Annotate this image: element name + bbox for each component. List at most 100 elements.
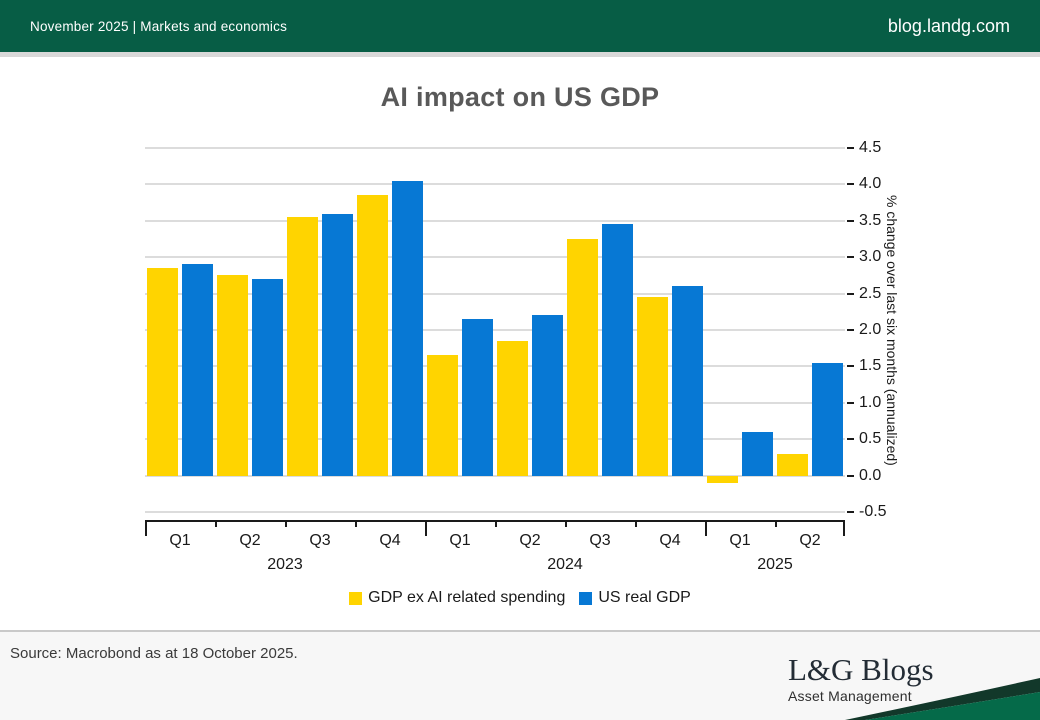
y-tick-label-2.5: 2.5 bbox=[859, 284, 882, 302]
header-bar: November 2025 | Markets and economics bl… bbox=[0, 0, 1040, 52]
bar-yellow-3 bbox=[287, 217, 318, 476]
y-tick-0.5 bbox=[847, 438, 854, 441]
source-note: Source: Macrobond as at 18 October 2025. bbox=[10, 645, 298, 662]
y-tick-4.0 bbox=[847, 183, 854, 186]
gridline-2.0 bbox=[145, 329, 845, 331]
legend-swatch-blue bbox=[579, 591, 593, 605]
y-tick-label-3.5: 3.5 bbox=[859, 211, 882, 229]
gridline-0.0 bbox=[145, 474, 845, 477]
chart-title: AI impact on US GDP bbox=[380, 82, 660, 112]
y-tick-label-2.0: 2.0 bbox=[859, 321, 882, 338]
y-tick--0.5 bbox=[847, 511, 854, 513]
bar-blue-7 bbox=[602, 224, 633, 476]
bar-blue-8 bbox=[672, 286, 703, 476]
plot-area bbox=[145, 147, 845, 513]
bar-blue-10 bbox=[812, 362, 843, 476]
gridline-1.0 bbox=[145, 401, 845, 404]
bar-blue-2 bbox=[252, 279, 283, 476]
bar-blue-4 bbox=[392, 180, 423, 476]
quarter-label-10: Q2 bbox=[799, 532, 821, 549]
gridline-1.5 bbox=[145, 365, 845, 368]
y-tick-label-4.5: 4.5 bbox=[859, 139, 882, 156]
year-label-2025: 2025 bbox=[757, 556, 793, 573]
y-tick-label-0.5: 0.5 bbox=[859, 430, 882, 448]
quarter-label-2: Q2 bbox=[239, 532, 261, 549]
footer: Source: Macrobond as at 18 October 2025.… bbox=[0, 630, 1040, 720]
y-tick-label--0.5: -0.5 bbox=[859, 503, 887, 520]
x-tick-5 bbox=[495, 522, 497, 527]
gridline-3.5 bbox=[145, 219, 845, 222]
gridline-3.0 bbox=[145, 256, 845, 259]
bar-yellow-5 bbox=[427, 355, 458, 476]
x-tick-9 bbox=[775, 522, 777, 527]
x-axis-line bbox=[145, 520, 845, 522]
quarter-label-6: Q2 bbox=[519, 532, 541, 549]
bar-yellow-8 bbox=[637, 297, 668, 476]
gridline-0.5 bbox=[145, 438, 845, 441]
quarter-label-3: Q3 bbox=[309, 532, 331, 549]
year-label-2024: 2024 bbox=[547, 556, 583, 573]
gridline--0.5 bbox=[145, 511, 845, 513]
quarter-label-9: Q1 bbox=[729, 532, 751, 549]
x-tick-4 bbox=[425, 522, 427, 536]
bar-blue-6 bbox=[532, 315, 563, 476]
x-tick-7 bbox=[635, 522, 637, 527]
logo-subtitle: Asset Management bbox=[788, 688, 912, 704]
bar-blue-5 bbox=[462, 319, 493, 476]
logo-title: L&G Blogs bbox=[788, 652, 934, 687]
gridline-4.5 bbox=[145, 147, 845, 149]
y-tick-3.5 bbox=[847, 219, 854, 222]
y-tick-0.0 bbox=[847, 474, 854, 477]
bar-yellow-7 bbox=[567, 239, 598, 476]
y-tick-label-0.0: 0.0 bbox=[859, 466, 882, 484]
x-tick-6 bbox=[565, 522, 567, 527]
quarter-label-7: Q3 bbox=[589, 532, 611, 549]
y-tick-1.5 bbox=[847, 365, 854, 368]
brand-logo: L&G Blogs Asset Management bbox=[788, 654, 968, 704]
bar-yellow-1 bbox=[147, 268, 178, 476]
quarter-label-8: Q4 bbox=[659, 532, 681, 549]
legend-label-us-real-gdp: US real GDP bbox=[598, 589, 691, 606]
y-tick-3.0 bbox=[847, 256, 854, 259]
legend: GDP ex AI related spending US real GDP bbox=[0, 589, 1040, 607]
corner-swoosh-graphic bbox=[845, 678, 1040, 720]
y-tick-label-4.0: 4.0 bbox=[859, 175, 882, 193]
bar-yellow-9 bbox=[707, 475, 738, 483]
y-tick-label-1.5: 1.5 bbox=[859, 357, 882, 375]
x-tick-0 bbox=[145, 522, 147, 536]
legend-item-gdp-ex-ai: GDP ex AI related spending bbox=[349, 589, 565, 607]
x-tick-8 bbox=[705, 522, 707, 536]
bar-blue-1 bbox=[182, 264, 213, 476]
quarter-label-4: Q4 bbox=[379, 532, 401, 549]
x-tick-1 bbox=[215, 522, 217, 527]
bar-blue-3 bbox=[322, 213, 353, 476]
x-tick-10 bbox=[843, 522, 845, 536]
quarter-label-1: Q1 bbox=[169, 532, 191, 549]
y-tick-label-3.0: 3.0 bbox=[859, 248, 882, 266]
year-label-2023: 2023 bbox=[267, 556, 303, 573]
bar-yellow-10 bbox=[777, 453, 808, 476]
gridline-4.0 bbox=[145, 183, 845, 186]
x-tick-2 bbox=[285, 522, 287, 527]
bar-yellow-6 bbox=[497, 340, 528, 476]
y-tick-4.5 bbox=[847, 147, 854, 149]
legend-item-us-real-gdp: US real GDP bbox=[579, 589, 691, 607]
y-tick-2.0 bbox=[847, 329, 854, 331]
gridline-2.5 bbox=[145, 292, 845, 295]
bar-blue-9 bbox=[742, 431, 773, 476]
legend-label-gdp-ex-ai: GDP ex AI related spending bbox=[368, 589, 566, 606]
header-edition-label: November 2025 | Markets and economics bbox=[30, 18, 288, 34]
y-axis: 4.5 4.0 3.5 3.0 2.5 2.0 1.5 1.0 0.5 0.0 -0.5 bbox=[845, 139, 905, 520]
bar-yellow-4 bbox=[357, 195, 388, 476]
bar-yellow-2 bbox=[217, 275, 248, 476]
y-axis-title: % change over last six months (annualize… bbox=[884, 194, 900, 466]
quarter-label-5: Q1 bbox=[449, 532, 471, 549]
y-tick-2.5 bbox=[847, 292, 854, 295]
y-tick-label-1.0: 1.0 bbox=[859, 393, 882, 411]
x-axis: Q1 Q2 Q3 Q4 Q1 Q2 Q3 Q4 Q1 Q2 2023 2024 2025 bbox=[145, 520, 845, 580]
legend-swatch-yellow bbox=[349, 591, 363, 605]
header-divider bbox=[0, 52, 1040, 57]
x-tick-3 bbox=[355, 522, 357, 527]
header-site-link[interactable]: blog.landg.com bbox=[887, 15, 1010, 36]
